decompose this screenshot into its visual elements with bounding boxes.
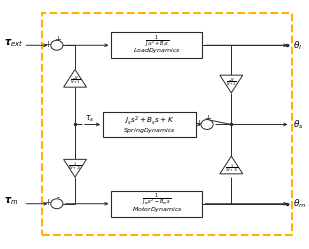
Text: $\boldsymbol{\tau}_m$: $\boldsymbol{\tau}_m$ (4, 195, 18, 207)
Bar (103, 112, 196, 137)
Text: $\frac{1}{(N+1)}$: $\frac{1}{(N+1)}$ (68, 161, 82, 171)
Text: $J_ss^2+B_ss+K$: $J_ss^2+B_ss+K$ (124, 114, 175, 127)
Text: -: - (57, 193, 60, 202)
Text: $\frac{1}{J_ls^2+B_ls}$: $\frac{1}{J_ls^2+B_ls}$ (145, 33, 169, 50)
Text: $\frac{1}{(N+1)}$: $\frac{1}{(N+1)}$ (225, 162, 238, 173)
Bar (112, 32, 202, 58)
Text: $\boldsymbol{\tau}_{ext}$: $\boldsymbol{\tau}_{ext}$ (4, 37, 23, 49)
Text: $\tau_s$: $\tau_s$ (85, 113, 94, 124)
Polygon shape (64, 159, 87, 177)
Text: +: + (44, 40, 51, 49)
Circle shape (51, 199, 63, 209)
Polygon shape (64, 69, 87, 87)
Polygon shape (220, 75, 243, 93)
Circle shape (201, 120, 213, 129)
Text: $\frac{-N}{N+1}$: $\frac{-N}{N+1}$ (226, 76, 237, 87)
Text: $SpringDynamics$: $SpringDynamics$ (123, 126, 176, 135)
Text: $LoadDynamics$: $LoadDynamics$ (133, 47, 181, 56)
Polygon shape (220, 156, 243, 174)
Circle shape (51, 40, 63, 50)
Text: $\theta_l$: $\theta_l$ (293, 39, 302, 52)
Bar (42, 13, 292, 235)
Text: $\theta_s$: $\theta_s$ (293, 118, 303, 131)
Text: +: + (204, 114, 211, 123)
Text: $MotorDynamics$: $MotorDynamics$ (132, 205, 182, 214)
Text: $\frac{-N}{N+1}$: $\frac{-N}{N+1}$ (70, 75, 80, 86)
Text: $\theta_m$: $\theta_m$ (293, 197, 306, 210)
Bar (112, 191, 202, 217)
Text: +: + (55, 35, 61, 44)
Text: $\frac{1}{J_ms^2-B_ms}$: $\frac{1}{J_ms^2-B_ms}$ (142, 192, 171, 208)
Text: +: + (44, 198, 51, 207)
Text: +: + (195, 119, 202, 128)
